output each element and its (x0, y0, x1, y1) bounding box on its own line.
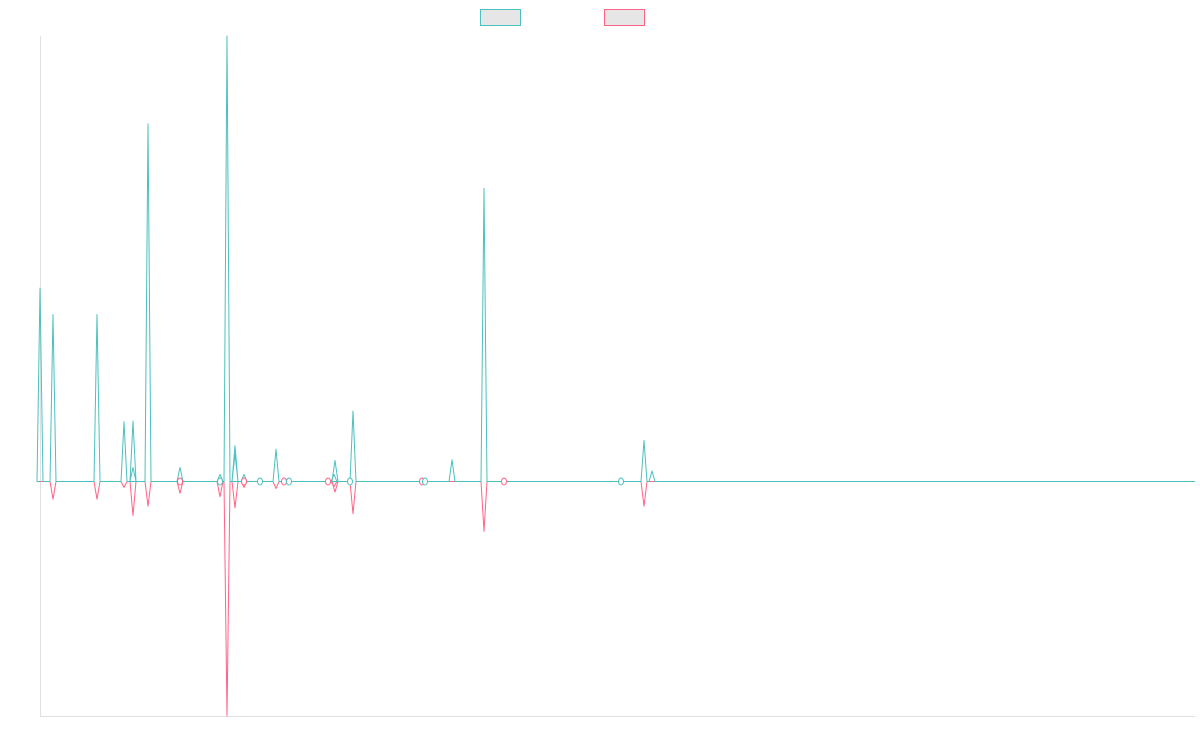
plot-area (36, 35, 1195, 717)
data-point-marker[interactable] (347, 477, 353, 486)
data-point-marker[interactable] (325, 477, 331, 486)
data-point-marker[interactable] (241, 477, 247, 486)
legend-swatch-series-2[interactable] (604, 9, 645, 26)
data-point-marker[interactable] (217, 477, 223, 486)
series-line-pink (40, 481, 1195, 717)
data-point-marker[interactable] (286, 477, 292, 486)
data-point-marker[interactable] (618, 477, 624, 486)
legend-swatch-series-1[interactable] (480, 9, 521, 26)
data-point-marker[interactable] (281, 477, 287, 486)
axes (40, 36, 1195, 717)
data-point-marker[interactable] (257, 477, 263, 486)
data-point-marker[interactable] (501, 477, 507, 486)
series-line-teal (36, 35, 1195, 483)
legend (480, 9, 645, 26)
data-point-marker[interactable] (177, 477, 183, 486)
data-point-marker[interactable] (422, 477, 428, 486)
